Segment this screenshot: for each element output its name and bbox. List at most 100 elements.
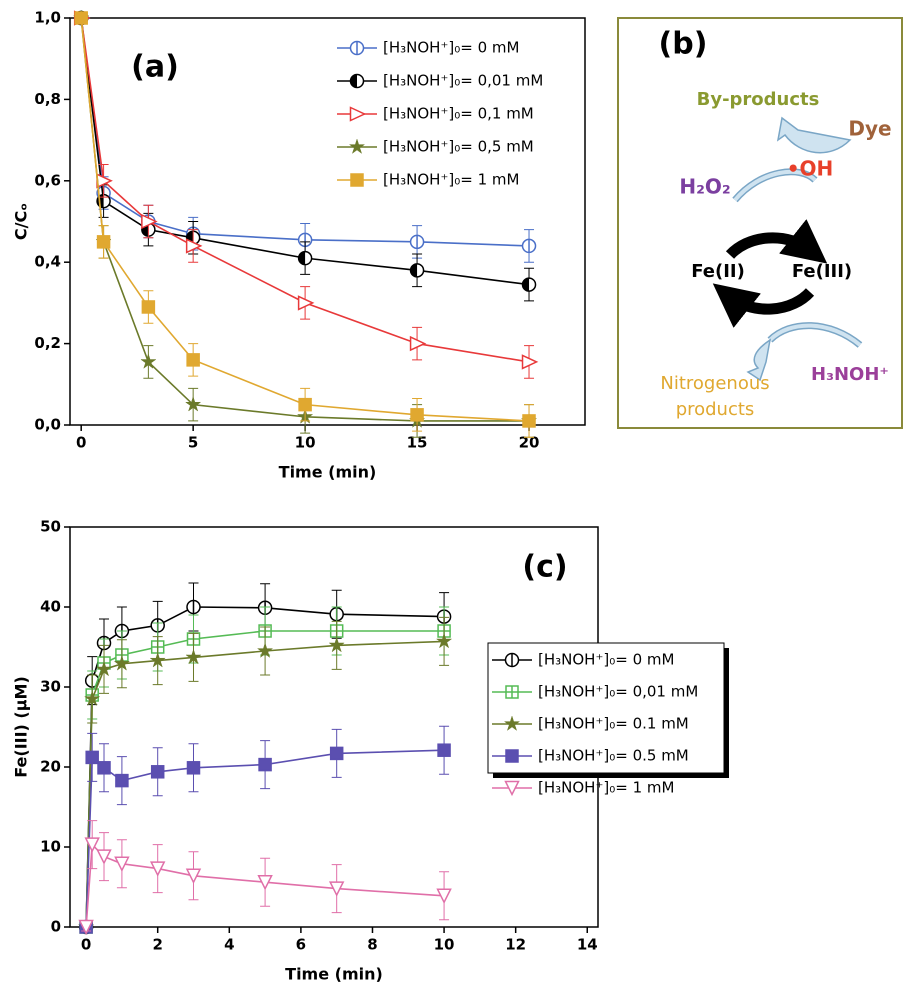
marker	[96, 235, 111, 249]
marker-shape	[350, 173, 364, 187]
oxidant: H₂O₂	[679, 175, 730, 199]
reductant: H₃NOH⁺	[811, 364, 889, 385]
x-tick-label: 12	[505, 936, 526, 954]
marker	[522, 414, 536, 428]
legend-label: [H₃NOH⁺]₀= 0,01 mM	[538, 683, 698, 701]
x-tick-label: 10	[295, 434, 316, 452]
marker-shape	[141, 300, 156, 314]
x-tick-label: 14	[577, 936, 598, 954]
marker-shape	[113, 655, 131, 671]
marker	[115, 773, 129, 788]
marker	[149, 651, 166, 668]
marker-shape	[298, 397, 312, 412]
legend-label: [H₃NOH⁺]₀= 1 mM	[538, 779, 674, 797]
legend-label: [H₃NOH⁺]₀= 1 mM	[383, 171, 519, 189]
marker	[96, 849, 112, 865]
marker	[74, 11, 88, 25]
y-tick-label: 0	[51, 918, 61, 936]
cycle-arrow	[725, 219, 828, 264]
marker-shape	[186, 761, 201, 775]
marker	[504, 780, 520, 797]
y-tick-label: 0,8	[34, 90, 61, 108]
arrow	[733, 169, 817, 202]
marker	[141, 300, 156, 314]
marker	[435, 632, 453, 649]
cycle-arrow	[712, 283, 815, 328]
arrow	[776, 116, 852, 154]
y-tick-label: 0,4	[34, 253, 61, 271]
marker	[95, 660, 113, 677]
y-tick-label: 0,2	[34, 334, 61, 352]
marker	[297, 232, 313, 248]
marker	[186, 599, 201, 615]
marker	[328, 881, 345, 897]
legend-label: [H₃NOH⁺]₀= 0.5 mM	[538, 747, 689, 765]
marker-shape	[297, 295, 315, 311]
marker-shape	[328, 636, 345, 653]
marker-shape	[522, 278, 530, 292]
marker-shape	[437, 743, 451, 757]
marker-shape	[185, 238, 203, 254]
marker-shape	[522, 414, 536, 428]
marker	[150, 765, 165, 779]
marker	[505, 685, 519, 699]
chart: 0 2 4 6 8 10 12 14 0 10 20 30 40 50 Time (min) Fe(III) …	[12, 518, 729, 984]
marker-shape	[186, 353, 200, 367]
marker	[349, 106, 367, 122]
marker-shape	[348, 138, 366, 154]
marker-shape	[505, 749, 519, 763]
marker-shape	[298, 251, 306, 265]
diagram: (b) By-products Dye •OH H₂O₂ Fe(II) Fe(I…	[617, 17, 903, 429]
y-tick-label: 1,0	[34, 9, 61, 27]
by-products: By-products	[697, 89, 820, 110]
marker	[504, 652, 520, 668]
marker-shape	[257, 874, 273, 891]
y-tick-label: 50	[40, 518, 61, 536]
y-axis-label: C/Cₒ	[12, 203, 31, 240]
marker	[437, 743, 451, 757]
x-tick-label: 0	[81, 936, 91, 954]
marker-shape	[184, 396, 202, 412]
legend-label: [H₃NOH⁺]₀= 0,1 mM	[383, 105, 534, 123]
marker-shape	[96, 235, 111, 249]
y-tick-label: 10	[40, 838, 61, 856]
plot-frame	[69, 17, 586, 426]
marker	[349, 40, 365, 56]
marker	[97, 761, 111, 775]
marker	[349, 73, 365, 89]
marker	[185, 868, 202, 884]
marker-shape	[435, 632, 453, 649]
diagram-label: (b)	[659, 27, 708, 62]
marker-shape	[185, 868, 202, 884]
marker-shape	[350, 74, 357, 88]
marker-shape	[150, 765, 165, 779]
marker	[521, 277, 537, 292]
marker	[257, 874, 273, 891]
legend-label: [H₃NOH⁺]₀= 0 mM	[538, 651, 674, 669]
marker-shape	[521, 354, 539, 370]
marker-shape	[84, 837, 100, 853]
y-axis-label: Fe(III) (µM)	[12, 676, 31, 778]
marker-shape	[140, 353, 157, 369]
marker-shape	[505, 685, 519, 699]
marker	[140, 353, 157, 369]
marker-shape	[504, 780, 520, 797]
marker	[84, 837, 100, 853]
marker	[186, 761, 201, 775]
fe3: Fe(III)	[792, 261, 852, 282]
marker-shape	[95, 660, 113, 677]
x-tick-label: 10	[434, 936, 455, 954]
marker	[149, 861, 166, 877]
marker-shape	[141, 213, 158, 230]
x-tick-label: 20	[519, 434, 540, 452]
x-tick-label: 6	[296, 936, 306, 954]
marker	[141, 213, 158, 230]
x-tick-label: 15	[407, 434, 428, 452]
legend-label: [H₃NOH⁺]₀= 0.1 mM	[538, 715, 689, 733]
marker	[328, 636, 345, 653]
products-line: products	[676, 399, 755, 420]
marker-shape	[329, 746, 344, 761]
legend-label: [H₃NOH⁺]₀= 0 mM	[383, 39, 519, 57]
marker	[297, 250, 313, 266]
